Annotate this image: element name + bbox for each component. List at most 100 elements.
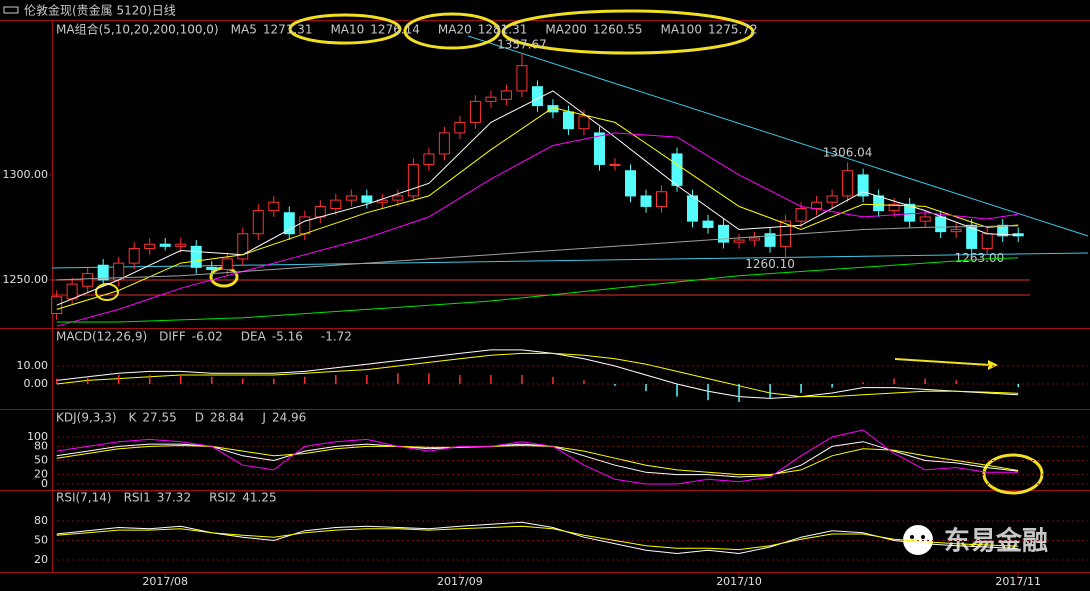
- y-tick-label: 20: [34, 553, 48, 566]
- highlight-circle: [95, 283, 119, 301]
- candle-body: [888, 203, 900, 212]
- candle-body: [66, 283, 78, 300]
- x-tick-label: 2017/11: [995, 575, 1041, 588]
- candle-body: [361, 195, 373, 203]
- candle-body: [330, 199, 342, 210]
- arrow-head: [988, 360, 998, 370]
- series-line: [56, 257, 1019, 323]
- legend-text: 1271.31: [263, 23, 313, 37]
- y-tick-label: 10.00: [17, 359, 49, 372]
- candle-body: [842, 170, 854, 197]
- candle-body: [283, 212, 295, 235]
- candle-body: [206, 266, 218, 270]
- legend-text: DEA: [241, 330, 267, 344]
- candle-body: [687, 195, 699, 222]
- candle-body: [345, 195, 357, 201]
- candle-body: [997, 224, 1009, 237]
- y-tick-label: 0: [41, 477, 48, 490]
- legend-text: 1260.55: [593, 23, 643, 37]
- candle-body: [950, 229, 962, 233]
- candle-body: [656, 191, 668, 207]
- candle-body: [128, 247, 140, 264]
- watermark-icon: [910, 535, 914, 539]
- highlight-circle: [403, 12, 501, 50]
- candle-body: [935, 216, 947, 233]
- legend-text: J: [261, 411, 266, 425]
- legend-text: 41.25: [242, 491, 276, 505]
- candle-body: [159, 243, 171, 247]
- candle-body: [578, 115, 590, 130]
- candle-body: [299, 216, 311, 235]
- candle-body: [795, 208, 807, 222]
- candle-body: [516, 65, 528, 92]
- x-tick-label: 2017/08: [142, 575, 188, 588]
- x-tick-label: 2017/10: [716, 575, 762, 588]
- window-icon[interactable]: [3, 6, 19, 14]
- series-line: [56, 444, 1019, 476]
- legend-text: 24.96: [272, 411, 306, 425]
- legend-text: MACD(12,26,9): [56, 330, 147, 344]
- y-tick-label: 50: [34, 454, 48, 467]
- candle-body: [392, 195, 404, 201]
- candle-body: [640, 195, 652, 207]
- candle-body: [190, 245, 202, 268]
- candle-body: [671, 153, 683, 186]
- candle-body: [500, 90, 512, 100]
- candle-body: [811, 201, 823, 210]
- series-line: [56, 429, 1019, 485]
- price-annotation: 1263.00: [955, 251, 1005, 265]
- legend-text: K: [129, 411, 138, 425]
- legend-text: MA100: [660, 23, 701, 37]
- legend-text: RSI2: [209, 491, 236, 505]
- legend-text: MA组合(5,10,20,200,100,0): [56, 22, 219, 37]
- legend-text: MA20: [438, 23, 472, 37]
- legend-text: MA200: [545, 23, 586, 37]
- x-tick-label: 2017/09: [437, 575, 483, 588]
- legend-text: 28.84: [210, 411, 244, 425]
- candle-body: [423, 153, 435, 165]
- y-tick-label: 100: [27, 430, 48, 443]
- legend-text: D: [195, 411, 204, 425]
- series-line: [56, 107, 1019, 310]
- candle-body: [718, 224, 730, 243]
- series-line: [56, 525, 1019, 551]
- series-line: [56, 352, 1019, 398]
- candle-body: [919, 216, 931, 222]
- legend-text: MA10: [330, 23, 364, 37]
- legend-text: RSI(7,14): [56, 491, 112, 505]
- candle-body: [469, 100, 481, 123]
- high-label: 1357.67: [497, 37, 547, 51]
- price-annotation: 1260.10: [745, 257, 795, 271]
- candle-body: [454, 121, 466, 134]
- candle-body: [733, 239, 745, 243]
- candle-body: [314, 205, 326, 218]
- legend-text: -5.16: [272, 330, 303, 344]
- candle-body: [252, 210, 264, 235]
- legend-text: 37.32: [157, 491, 191, 505]
- candle-body: [966, 224, 978, 249]
- legend-text: 1281.31: [478, 23, 528, 37]
- legend-text: KDJ(9,3,3): [56, 411, 117, 425]
- series-line: [56, 225, 1019, 281]
- y-tick-label: 50: [34, 533, 48, 546]
- candle-body: [981, 233, 993, 249]
- candle-body: [97, 264, 109, 281]
- candle-body: [562, 111, 574, 130]
- series-line: [56, 349, 1019, 399]
- arrow: [894, 358, 991, 366]
- y-tick-label: 1250.00: [3, 273, 49, 286]
- candle-body: [175, 243, 187, 247]
- candle-body: [873, 195, 885, 212]
- candle-body: [51, 296, 63, 315]
- y-tick-label: 1300.00: [3, 168, 49, 181]
- window-title: 伦敦金现(贵金属 5120)日线: [24, 3, 176, 18]
- candle-body: [764, 233, 776, 247]
- highlight-circle: [982, 453, 1044, 495]
- highlight-circle: [501, 9, 755, 55]
- y-tick-label: 80: [34, 439, 48, 452]
- series-line: [56, 132, 1019, 327]
- legend-text: RSI1: [124, 491, 151, 505]
- legend-text: 1275.72: [708, 23, 758, 37]
- trend-line: [467, 35, 1089, 237]
